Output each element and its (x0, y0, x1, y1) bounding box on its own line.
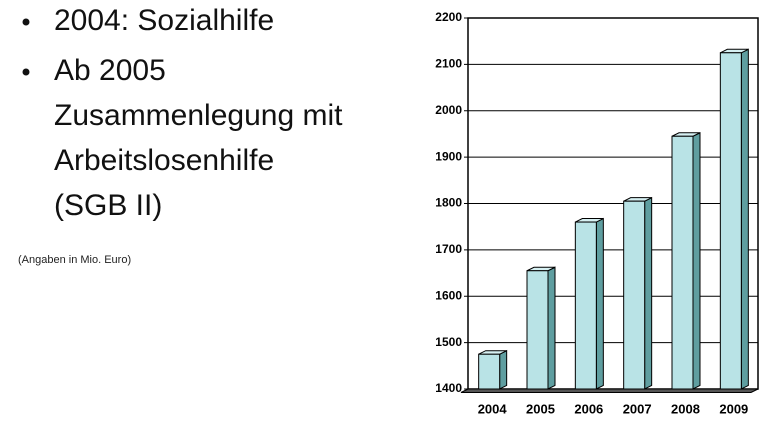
bar (574, 221, 597, 390)
bar (526, 270, 549, 390)
bar-side (499, 349, 508, 390)
bar-side (547, 266, 556, 390)
x-tick-label: 2005 (526, 401, 555, 416)
bar-side (692, 131, 701, 390)
bullet-text: Arbeitslosenhilfe (54, 144, 274, 177)
x-tick-label: 2009 (719, 401, 748, 416)
y-tick-label: 1400 (435, 381, 462, 395)
bullet-text: (SGB II) (54, 189, 162, 222)
y-tick-label: 2100 (435, 57, 462, 71)
bar-side (595, 217, 604, 390)
bullet-text: Ab 2005 (54, 54, 166, 87)
bar-side (644, 196, 653, 390)
y-tick-label: 2200 (435, 10, 462, 24)
floor (460, 388, 759, 393)
bar (478, 353, 501, 390)
bar-side (740, 48, 749, 390)
y-tick-label: 1500 (435, 335, 462, 349)
note: (Angaben in Mio. Euro) (18, 254, 131, 266)
x-tick-label: 2006 (574, 401, 603, 416)
y-tick-label: 2000 (435, 103, 462, 117)
bar (719, 52, 742, 390)
bullet-dot (22, 68, 30, 76)
y-tick-label: 1800 (435, 196, 462, 210)
bullet-text: 2004: Sozialhilfe (54, 4, 274, 37)
bullet-dot (22, 18, 30, 26)
y-tick-label: 1700 (435, 242, 462, 256)
bar (623, 200, 646, 390)
x-tick-label: 2007 (623, 401, 652, 416)
bar (671, 135, 694, 390)
y-tick-label: 1600 (435, 288, 462, 302)
y-tick-label: 1900 (435, 149, 462, 163)
bullet-text: Zusammenlegung mit (54, 99, 343, 132)
x-tick-label: 2008 (671, 401, 700, 416)
x-tick-label: 2004 (478, 401, 508, 416)
